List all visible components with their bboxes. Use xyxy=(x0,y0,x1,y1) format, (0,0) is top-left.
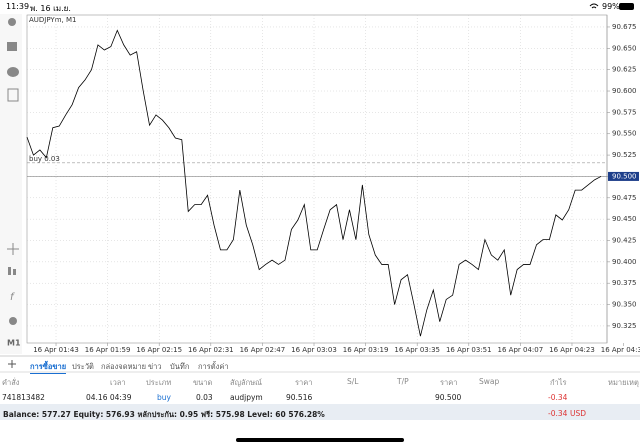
price-box xyxy=(608,171,639,181)
y-tick-label: 90.575 xyxy=(612,108,637,116)
table-header: สัญลักษณ์ xyxy=(230,378,263,387)
y-tick-label: 90.450 xyxy=(612,215,637,223)
tab[interactable]: กล่องจดหมาย xyxy=(101,362,147,371)
wifi-icon xyxy=(589,3,599,9)
y-tick-label: 90.400 xyxy=(612,258,637,266)
x-tick-label: 16 Apr 01:43 xyxy=(33,346,79,354)
table-header: ประเภท xyxy=(146,378,172,387)
x-tick-label: 16 Apr 03:35 xyxy=(394,346,440,354)
x-tick-label: 16 Apr 04:39 xyxy=(601,346,640,354)
table-header: ราคา xyxy=(295,378,313,387)
x-tick-label: 16 Apr 04:07 xyxy=(498,346,544,354)
order-label: buy 0.03 xyxy=(29,155,60,163)
candles-icon-2 xyxy=(13,269,16,275)
table-header: หมายเหตุ xyxy=(608,378,639,387)
x-tick-label: 16 Apr 04:23 xyxy=(549,346,595,354)
trade-icon[interactable] xyxy=(7,42,17,51)
y-tick-label: 90.675 xyxy=(612,23,637,31)
table-cell: 90.516 xyxy=(286,393,313,402)
y-tick-label: 90.425 xyxy=(612,237,637,245)
x-tick-label: 16 Apr 01:59 xyxy=(85,346,131,354)
status-battery: 99% xyxy=(602,2,620,11)
table-header: กำไร xyxy=(550,378,567,387)
table-cell: 0.03 xyxy=(196,393,213,402)
table-header: T/P xyxy=(397,377,409,386)
tab[interactable]: การซื้อขาย xyxy=(30,361,67,374)
summary-text: Balance: 577.27 Equity: 576.93 หลักประกั… xyxy=(3,410,325,419)
y-tick-label: 90.625 xyxy=(612,66,637,74)
table-header: S/L xyxy=(347,377,359,386)
table-header: คำสั่ง xyxy=(2,378,20,387)
home-indicator xyxy=(236,438,404,442)
table-cell: buy xyxy=(157,393,171,402)
candles-icon[interactable] xyxy=(8,267,11,275)
objects-icon[interactable] xyxy=(9,317,17,325)
table-header: Swap xyxy=(479,377,500,386)
table-cell: 90.500 xyxy=(435,393,462,402)
y-tick-label: 90.525 xyxy=(612,151,637,159)
y-tick-label: 90.550 xyxy=(612,130,637,138)
y-tick-label: 90.350 xyxy=(612,301,637,309)
plot-frame xyxy=(26,14,608,344)
indicator-icon[interactable]: f xyxy=(10,292,15,303)
y-tick-label: 90.650 xyxy=(612,44,637,52)
tab[interactable]: บันทึก xyxy=(170,362,190,371)
status-date: พ. 16 เม.ย. xyxy=(30,4,71,13)
chart-title: AUDJPYm, M1 xyxy=(29,16,76,24)
table-header: ขนาด xyxy=(193,378,213,387)
table-header: ราคา xyxy=(440,378,458,387)
crosshair-icon[interactable] xyxy=(7,243,19,255)
y-tick-label: 90.325 xyxy=(612,322,637,330)
y-tick-label: 90.475 xyxy=(612,194,637,202)
table-header: เวลา xyxy=(110,378,126,387)
x-tick-label: 16 Apr 03:19 xyxy=(343,346,389,354)
status-time: 11:39 xyxy=(6,2,30,11)
table-cell: 741813482 xyxy=(2,393,45,402)
y-tick-label: 90.375 xyxy=(612,279,637,287)
table-cell: 04.16 04:39 xyxy=(86,393,132,402)
x-tick-label: 16 Apr 03:03 xyxy=(291,346,337,354)
tab[interactable]: ข่าว xyxy=(148,362,162,371)
table-cell: audjpym xyxy=(230,393,263,402)
summary-currency: USD xyxy=(570,409,587,418)
x-tick-label: 16 Apr 02:31 xyxy=(188,346,234,354)
price-line-series xyxy=(26,29,602,337)
tab[interactable]: การตั้งค่า xyxy=(198,362,229,371)
table-cell: -0.34 xyxy=(548,393,568,402)
x-tick-label: 16 Apr 02:47 xyxy=(240,346,286,354)
x-tick-label: 16 Apr 02:15 xyxy=(136,346,182,354)
new-icon[interactable] xyxy=(7,88,19,102)
price-box-label: 90.500 xyxy=(612,172,637,180)
timeframe[interactable]: M1 xyxy=(7,339,21,348)
toolbar xyxy=(0,14,22,354)
account-icon[interactable] xyxy=(8,18,16,26)
summary-bg xyxy=(0,404,640,420)
x-tick-label: 16 Apr 03:51 xyxy=(446,346,492,354)
y-tick-label: 90.600 xyxy=(612,87,637,95)
chat-icon[interactable] xyxy=(7,67,19,77)
battery-icon xyxy=(619,3,634,10)
summary-profit: -0.34 xyxy=(548,409,568,418)
tab[interactable]: ประวัติ xyxy=(72,362,94,371)
add-button[interactable] xyxy=(8,360,16,368)
